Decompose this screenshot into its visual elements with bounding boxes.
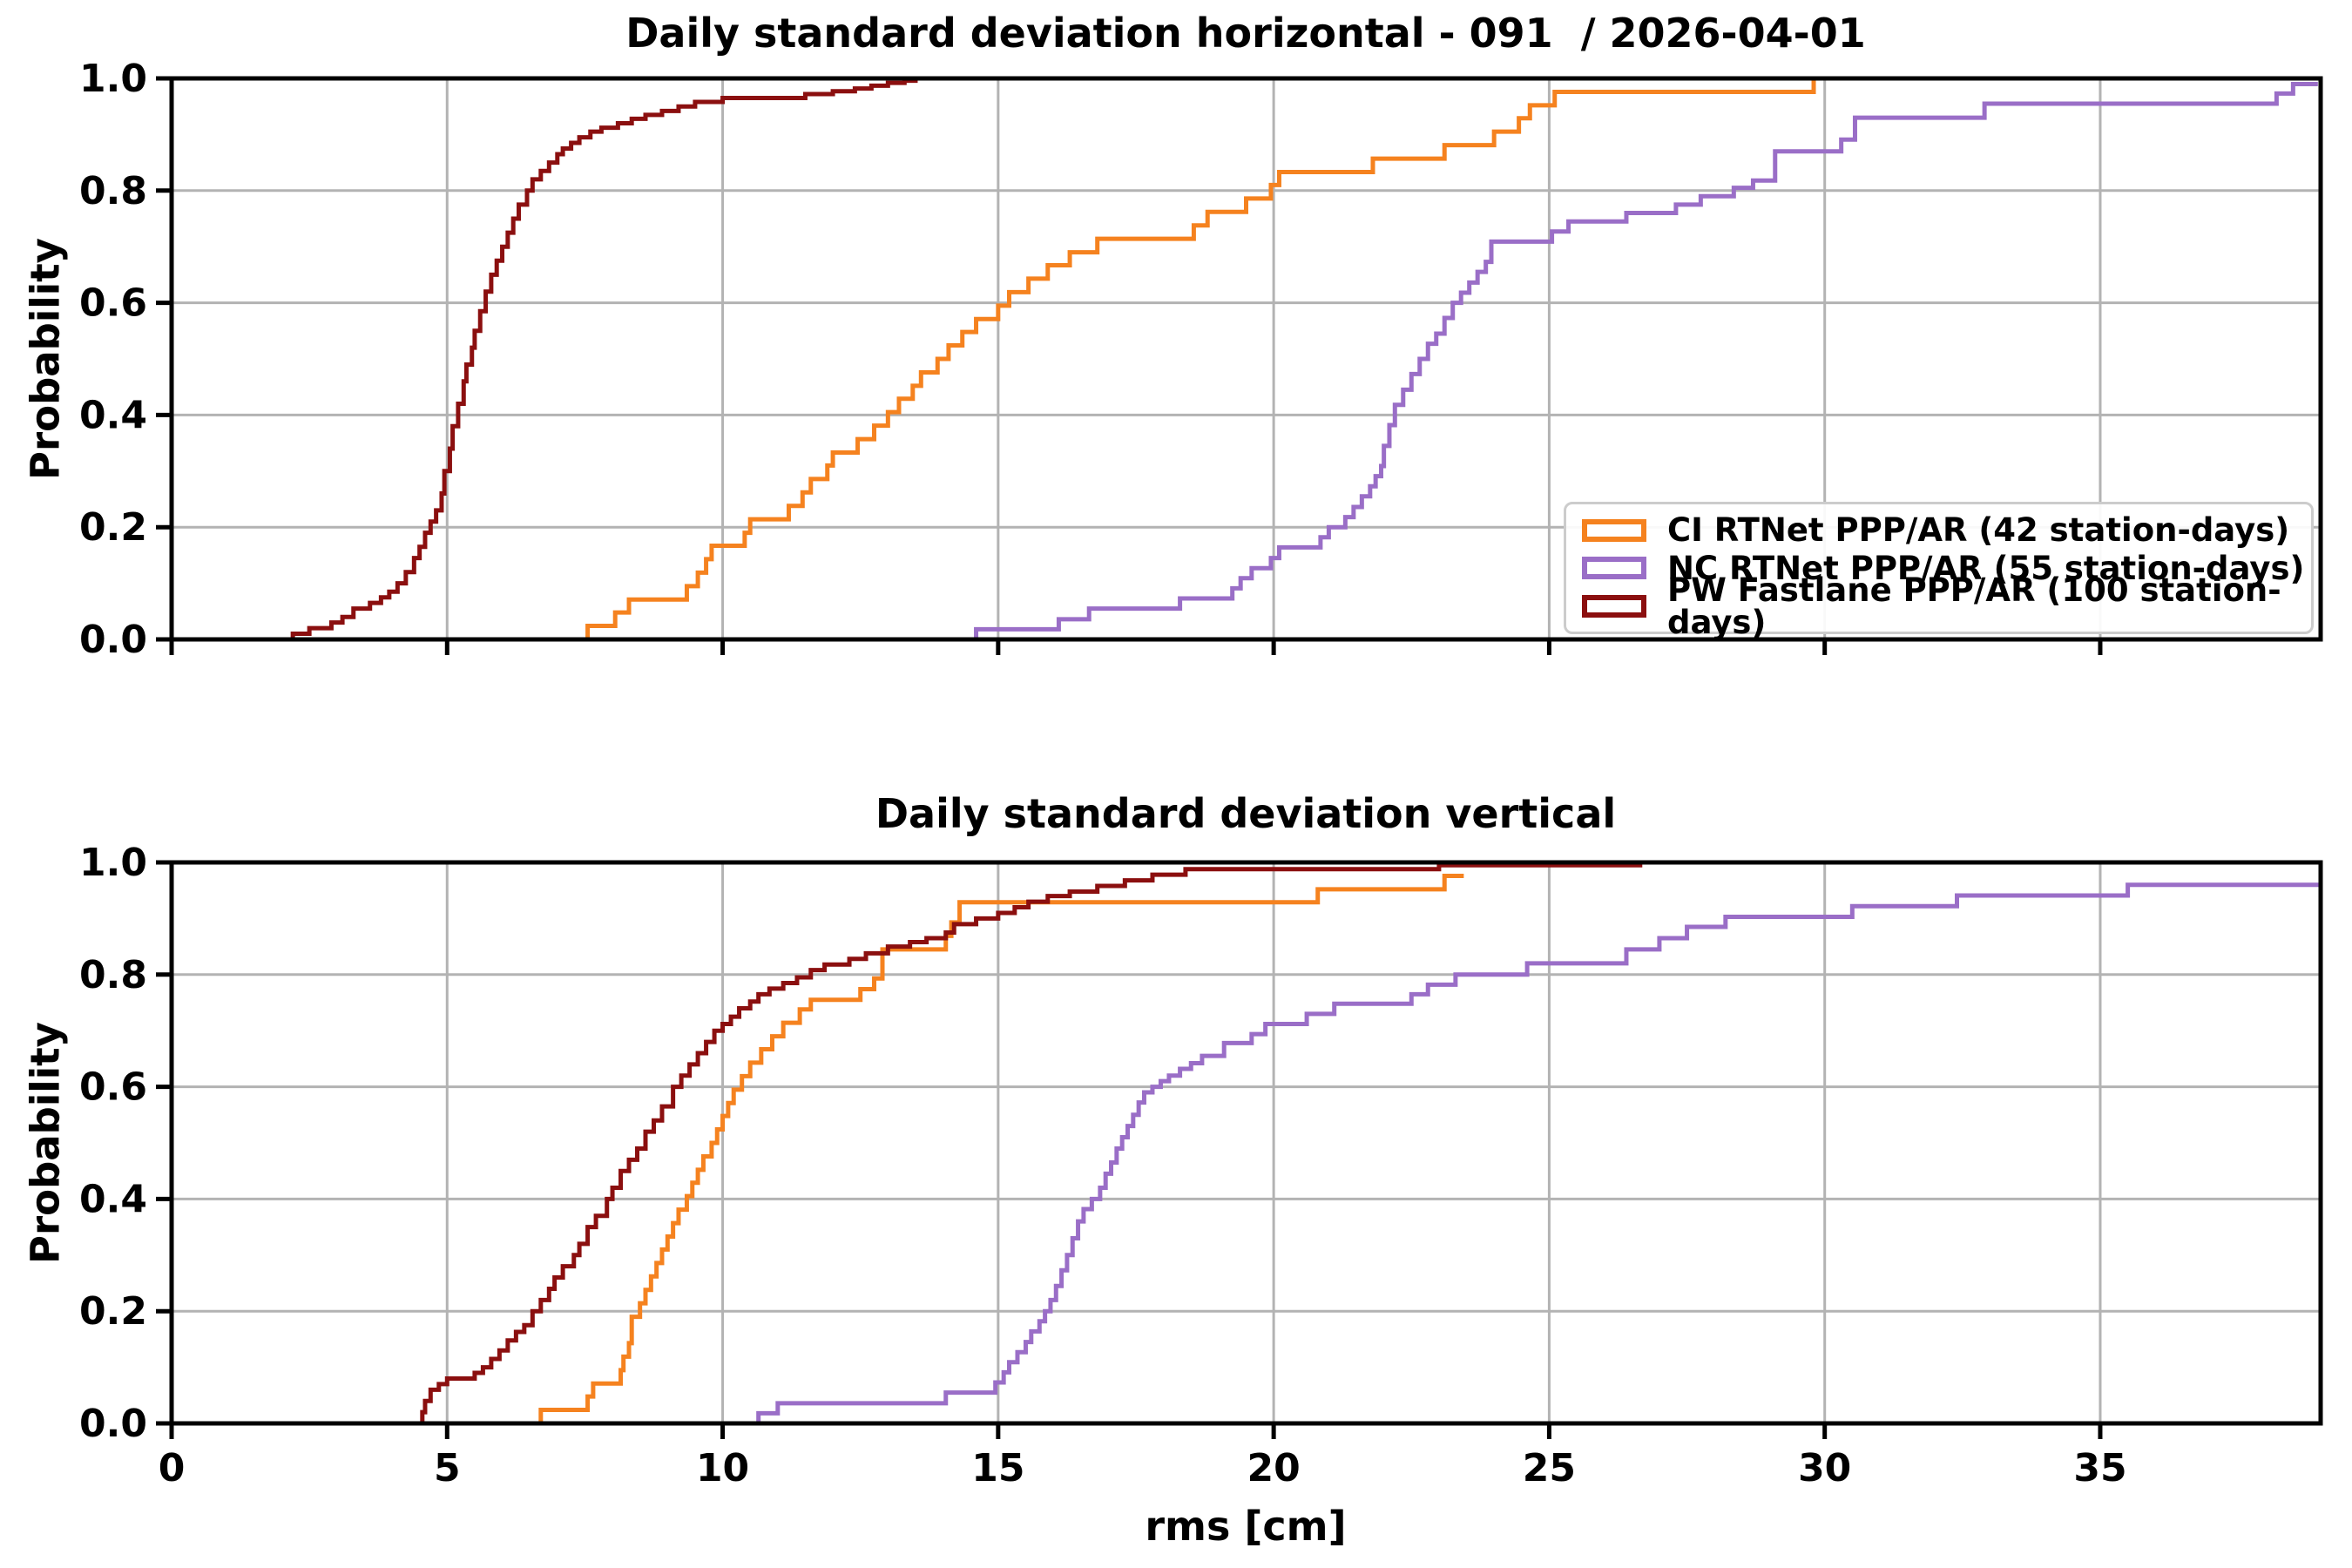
legend-label-pw: PW Fastlane PPP/AR (100 station-days) [1667,571,2281,641]
ecdf-curve-nc-vertical [172,882,2321,1426]
x-tick-label: 15 [971,1446,1024,1490]
pw-line-swatch-icon [1582,594,1646,618]
bottom-ylabel: Probability [22,1022,69,1264]
ci-line-swatch-icon [1582,518,1646,542]
y-tick-label: 0.0 [79,618,147,662]
y-tick-label: 0.8 [79,953,147,997]
legend: CI RTNet PPP/AR (42 station-days) NC RTN… [1564,502,2314,639]
bottom-plot-title: Daily standard deviation vertical [875,790,1617,837]
xlabel: rms [cm] [1145,1503,1347,1550]
y-tick-label: 0.0 [79,1402,147,1446]
x-tick-label: 5 [434,1446,461,1490]
ecdf-curve-pw-horizontal [172,76,924,642]
y-tick-label: 0.8 [79,169,147,213]
nc-line-swatch-icon [1582,557,1646,579]
ecdf-curve-nc-horizontal [172,81,2318,642]
legend-label-ci: CI RTNet PPP/AR (42 station-days) [1667,511,2290,549]
y-tick-label: 1.0 [79,841,147,885]
plot-frame [169,860,2323,1426]
top-plot-title: Daily standard deviation horizontal - 09… [625,10,1866,57]
x-tick-label: 10 [696,1446,749,1490]
x-tick-label: 35 [2073,1446,2126,1490]
y-tick-label: 0.2 [79,1289,147,1334]
y-tick-label: 0.6 [79,1065,147,1110]
legend-label-nc: NC RTNet PPP/AR (55 station-days) [1667,549,2305,587]
ecdf-curve-pw-vertical [172,860,1643,1426]
top-ylabel: Probability [22,238,69,480]
y-tick-label: 0.4 [79,393,147,437]
x-tick-label: 20 [1247,1446,1301,1490]
ecdf-curve-ci-vertical [172,873,1464,1426]
y-tick-label: 0.6 [79,281,147,326]
y-tick-label: 1.0 [79,57,147,101]
plot-frame [169,76,2323,642]
ecdf-curve-ci-horizontal [172,76,1817,642]
y-tick-label: 0.2 [79,505,147,550]
x-tick-label: 25 [1523,1446,1576,1490]
y-tick-label: 0.4 [79,1177,147,1221]
x-tick-label: 30 [1798,1446,1851,1490]
x-tick-label: 0 [159,1446,186,1490]
legend-item-pw: PW Fastlane PPP/AR (100 station-days) [1566,574,2311,639]
legend-item-ci: CI RTNet PPP/AR (42 station-days) [1566,513,2311,548]
legend-item-nc: NC RTNet PPP/AR (55 station-days) [1566,551,2311,585]
